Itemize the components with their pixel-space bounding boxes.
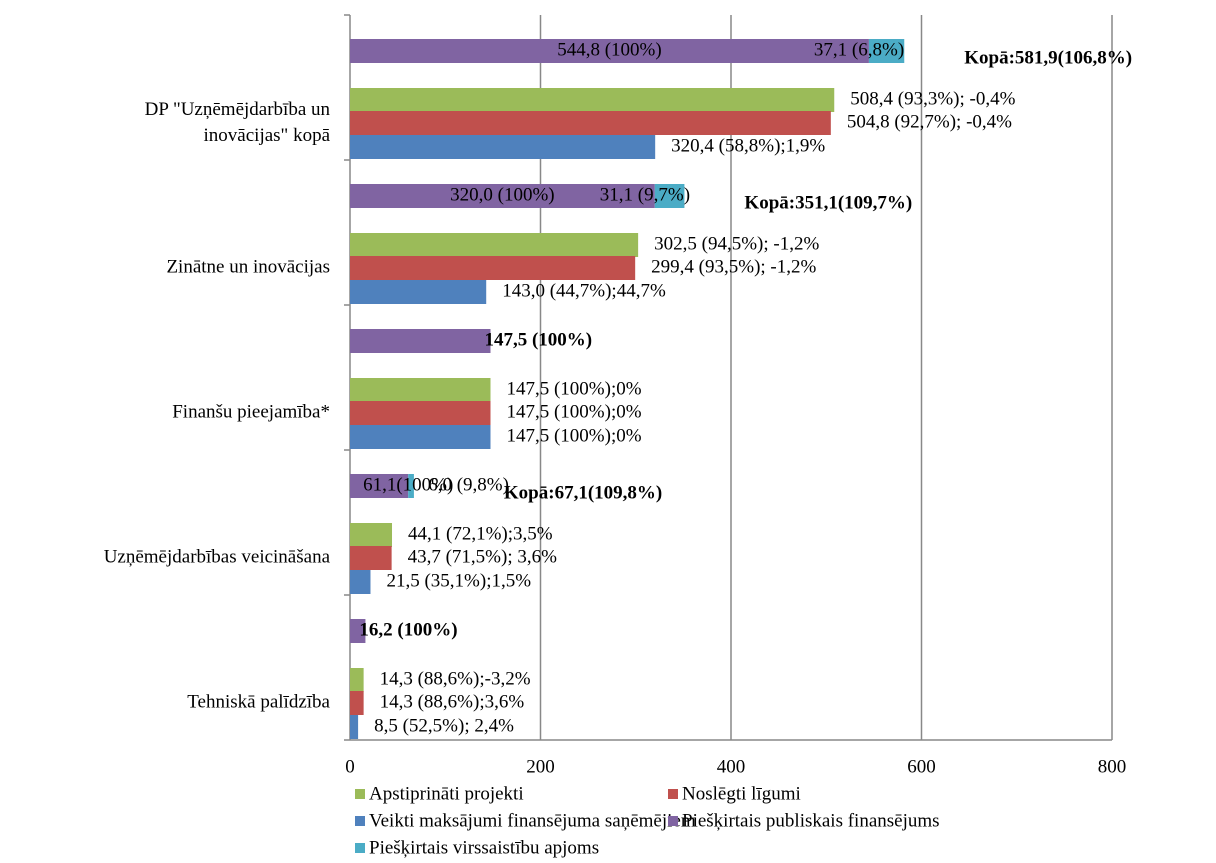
bar-segment bbox=[654, 184, 685, 208]
value-label: 147,5 (100%);0% bbox=[506, 378, 641, 399]
bar bbox=[350, 668, 364, 692]
x-tick-label: 0 bbox=[345, 756, 355, 777]
bar bbox=[350, 233, 639, 257]
bar bbox=[350, 546, 392, 570]
legend-label: Piešķirtais publiskais finansējums bbox=[682, 810, 940, 831]
legend-label: Noslēgti līgumi bbox=[682, 783, 801, 804]
value-label: 37,1 (6,8%) bbox=[814, 39, 904, 60]
value-label: 21,5 (35,1%);1,5% bbox=[386, 570, 531, 591]
value-label: 302,5 (94,5%); -1,2% bbox=[654, 233, 819, 254]
legend-swatch bbox=[355, 816, 365, 826]
value-label: 299,4 (93,5%); -1,2% bbox=[651, 256, 816, 277]
value-label: 147,5 (100%) bbox=[484, 329, 592, 350]
value-label: 544,8 (100%) bbox=[557, 39, 661, 60]
total-label: Kopā:67,1(109,8%) bbox=[504, 482, 662, 503]
value-label: 8,5 (52,5%); 2,4% bbox=[374, 715, 514, 736]
legend-swatch bbox=[355, 843, 365, 853]
legend-swatch bbox=[668, 789, 678, 799]
bar bbox=[350, 570, 371, 594]
total-label: Kopā:351,1(109,7%) bbox=[744, 192, 912, 213]
x-tick-label: 200 bbox=[526, 756, 555, 777]
value-label: 147,5 (100%);0% bbox=[506, 425, 641, 446]
category-label: Zinātne un inovācijas bbox=[166, 256, 330, 277]
bar bbox=[350, 135, 656, 159]
category-label: DP "Uzņēmējdarbība un inovācijas" kopā bbox=[145, 99, 331, 146]
legend-label: Apstiprināti projekti bbox=[369, 783, 524, 804]
bar bbox=[350, 691, 364, 715]
value-label: 504,8 (92,7%); -0,4% bbox=[847, 111, 1012, 132]
value-label: 6,0 (9,8%) bbox=[428, 474, 509, 495]
value-label: 14,3 (88,6%);3,6% bbox=[380, 691, 525, 712]
legend-label: Veikti maksājumi finansējuma saņēmējiem bbox=[369, 810, 696, 831]
category-label: Uzņēmējdarbības veicināšana bbox=[104, 546, 331, 567]
bar bbox=[350, 523, 393, 547]
bar bbox=[350, 619, 366, 643]
value-label: 61,1(100%) bbox=[363, 474, 453, 495]
legend-swatch bbox=[355, 789, 365, 799]
value-label: 320,4 (58,8%);1,9% bbox=[671, 135, 825, 156]
bar bbox=[350, 425, 491, 449]
bar bbox=[350, 715, 359, 739]
value-label: 14,3 (88,6%);-3,2% bbox=[380, 668, 531, 689]
value-label: 508,4 (93,3%); -0,4% bbox=[850, 88, 1015, 109]
value-label: 143,0 (44,7%);44,7% bbox=[502, 280, 666, 301]
bar bbox=[350, 329, 491, 353]
value-label: 44,1 (72,1%);3,5% bbox=[408, 523, 553, 544]
bar bbox=[350, 88, 835, 112]
category-label: Finanšu pieejamība* bbox=[172, 401, 330, 422]
value-label: 320,0 (100%) bbox=[450, 184, 554, 205]
bar bbox=[350, 378, 491, 402]
bar bbox=[350, 111, 831, 135]
bar bbox=[350, 474, 409, 498]
value-label: 16,2 (100%) bbox=[359, 619, 457, 640]
bar-segment bbox=[408, 474, 414, 498]
total-label: Kopā:581,9(106,8%) bbox=[964, 47, 1132, 68]
value-label: 31,1 (9,7%) bbox=[600, 184, 690, 205]
x-tick-label: 600 bbox=[907, 756, 936, 777]
bar bbox=[350, 184, 655, 208]
x-tick-label: 400 bbox=[717, 756, 746, 777]
value-label: 147,5 (100%);0% bbox=[506, 401, 641, 422]
legend-label: Piešķirtais virssaistību apjoms bbox=[369, 837, 599, 858]
bar bbox=[350, 280, 487, 304]
legend-swatch bbox=[668, 816, 678, 826]
bar bbox=[350, 39, 869, 63]
value-label: 43,7 (71,5%); 3,6% bbox=[408, 546, 558, 567]
bar-segment bbox=[868, 39, 905, 63]
bar bbox=[350, 401, 491, 425]
bar bbox=[350, 256, 636, 280]
category-label: Tehniskā palīdzība bbox=[187, 691, 330, 712]
x-tick-label: 800 bbox=[1098, 756, 1127, 777]
